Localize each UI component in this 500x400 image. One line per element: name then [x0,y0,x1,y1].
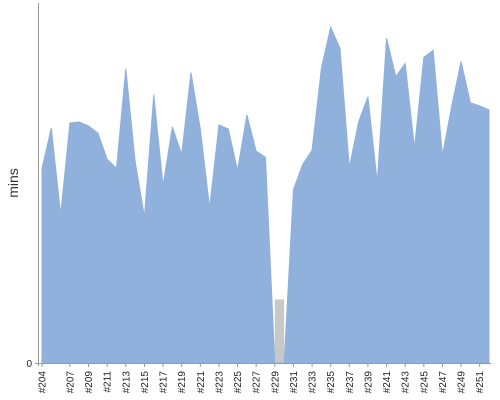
x-tick-label-235: #235 [326,371,337,394]
x-tick-label-241: #241 [382,371,393,394]
x-tick-label-217: #217 [159,371,170,394]
x-tick-label-225: #225 [233,371,244,394]
x-tick-label-223: #223 [214,371,225,394]
x-tick-label-227: #227 [252,371,263,394]
x-tick-label-247: #247 [438,371,449,394]
gap-layer [274,299,285,363]
x-tick-label-251: #251 [475,371,486,394]
x-tick-label-215: #215 [140,371,151,394]
x-tick-label-213: #213 [121,371,132,394]
x-tick-label-243: #243 [401,371,412,394]
x-tick-label-237: #237 [345,371,356,394]
series-area [41,25,490,364]
area-layer [41,25,490,364]
tick-label-layer: 0 #204 #207 #209 #211 #213 #215 #217 #219 #221 #22… [26,359,486,393]
x-tick-label-245: #245 [419,371,430,394]
x-tick-label-209: #209 [84,371,95,394]
x-tick-label-211: #211 [103,371,114,393]
x-tick-label-239: #239 [363,371,374,394]
y-axis-label: mins [5,168,21,198]
x-tick-label-231: #231 [289,371,300,394]
x-tick-label-219: #219 [177,371,188,394]
x-tick-label-207: #207 [65,371,76,394]
x-tick-label-249: #249 [457,371,468,394]
x-tick-label-221: #221 [196,371,207,394]
x-tick-label-204: #204 [38,371,49,394]
x-tick-label-229: #229 [270,371,281,394]
gap-band-0 [274,299,285,363]
y-tick-label-0: 0 [26,359,32,370]
x-tick-label-233: #233 [308,371,319,394]
axis-layer [35,3,491,367]
